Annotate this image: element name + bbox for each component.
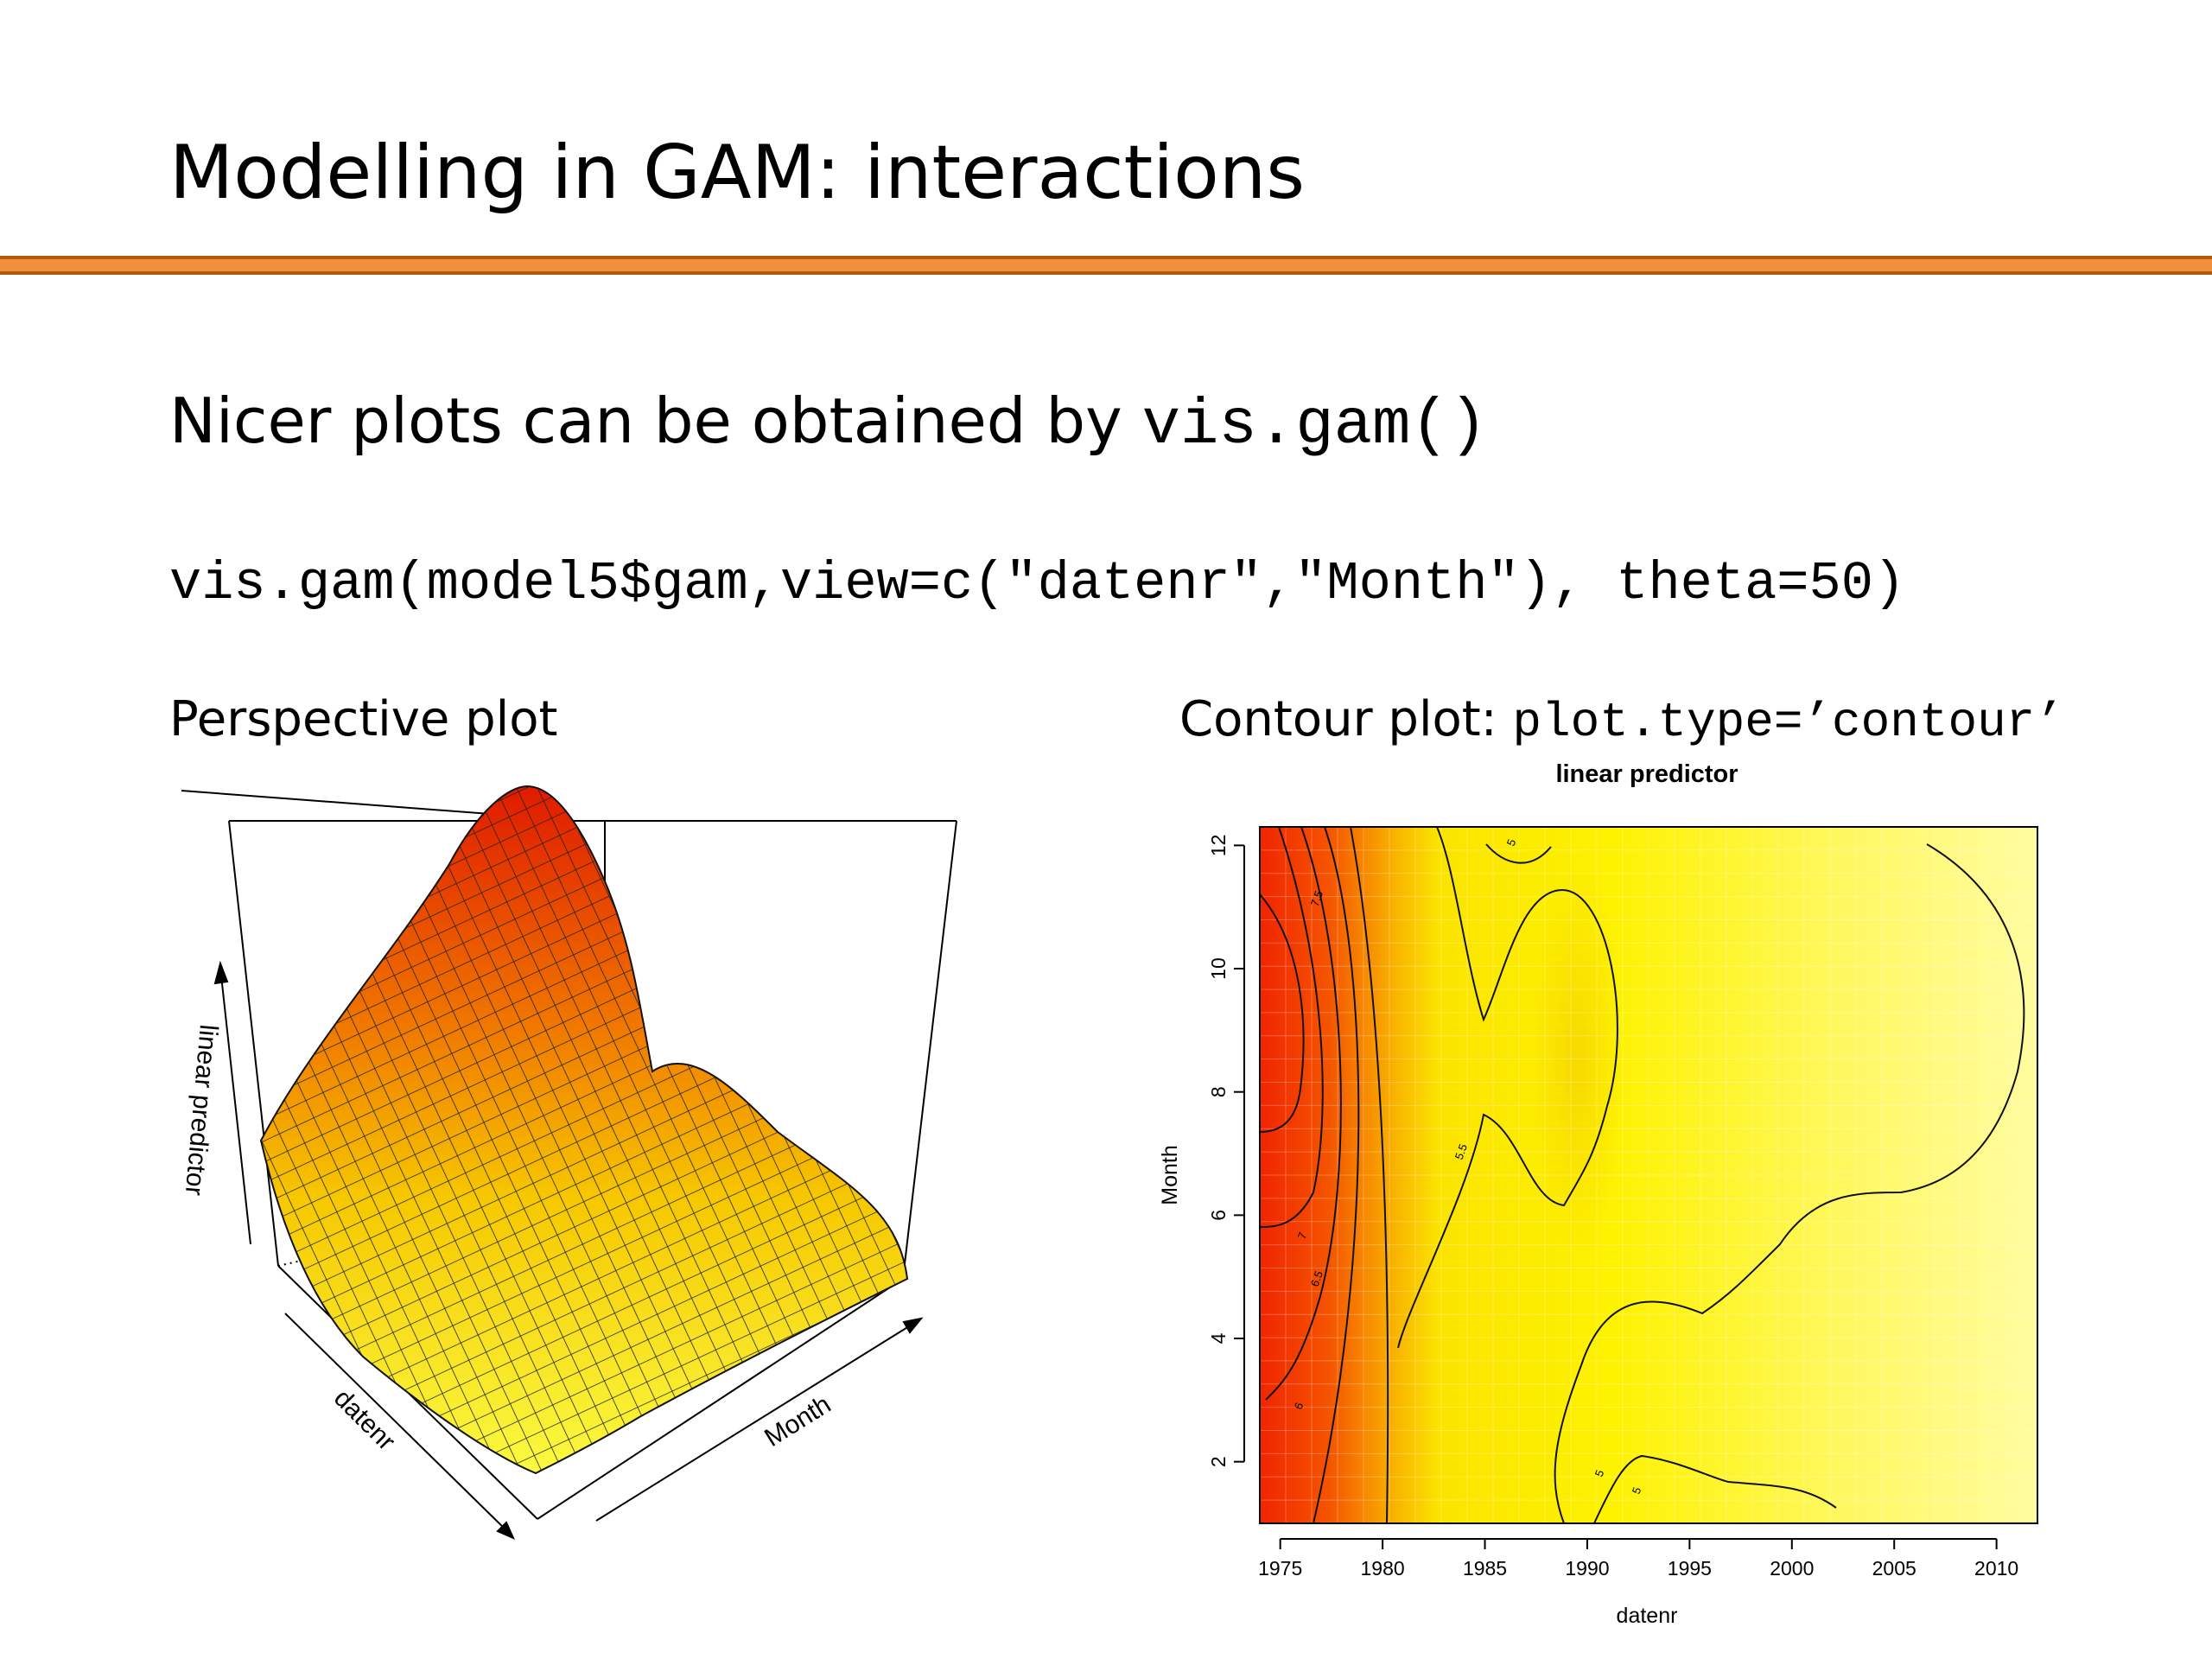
contour-line	[1350, 826, 1389, 1524]
contour-line	[1265, 826, 1342, 1401]
contour-line	[1485, 843, 1552, 864]
perspective-plot-label: Perspective plot	[169, 691, 558, 747]
contour-line	[1259, 893, 1305, 1133]
contour-line	[1593, 1454, 1837, 1524]
contour-plot: 7.5 7 6.5 6 5.5 5 5 5 1975 1980 1985 1990 1995 2000 20…	[1158, 760, 2038, 1628]
contour-label: 6	[1292, 1401, 1306, 1411]
contour-label-code: plot.type=’contour’	[1512, 695, 2064, 750]
x-tick-label: 2010	[1974, 1557, 2018, 1580]
contour-label: 7	[1295, 1230, 1310, 1241]
plot-frame	[1259, 826, 2038, 1524]
contour-label: 5	[1592, 1468, 1607, 1478]
perspective-x-label: datenr	[328, 1384, 400, 1456]
y-tick-label: 6	[1207, 1210, 1230, 1221]
contour-line	[1259, 826, 1324, 1228]
slide-title: Modelling in GAM: interactions	[169, 130, 1306, 216]
contour-label: 5	[1504, 837, 1519, 848]
contour-line	[1397, 826, 1618, 1349]
x-tick-label: 1980	[1361, 1557, 1405, 1580]
contour-label: 7.5	[1308, 889, 1325, 908]
heatmap-warm-region	[1529, 862, 1625, 1261]
y-tick-label: 2	[1207, 1456, 1230, 1467]
contour-plot-label: Contour plot: plot.type=’contour’	[1179, 691, 2064, 750]
perspective-y-label: Month	[760, 1390, 836, 1452]
x-tick-label: 1985	[1463, 1557, 1507, 1580]
subtitle-text: Nicer plots can be obtained by	[169, 385, 1142, 457]
x-tick-label: 1975	[1258, 1557, 1302, 1580]
contour-y-label: Month	[1158, 1145, 1182, 1205]
contour-label: 6.5	[1308, 1269, 1325, 1288]
x-tick-label: 1990	[1565, 1557, 1609, 1580]
y-tick-label: 12	[1207, 835, 1230, 857]
perspective-axes	[213, 960, 924, 1540]
x-tick-label: 2005	[1872, 1557, 1916, 1580]
contour-plot-area: 7.5 7 6.5 6 5.5 5 5 5 1975 1980 1985 1990 1995 2000 20…	[1207, 826, 2038, 1580]
perspective-z-label: linear predictor	[180, 1023, 223, 1197]
contour-line	[1313, 826, 1360, 1524]
contour-title: linear predictor	[1555, 760, 1738, 788]
subtitle-code: vis.gam()	[1141, 390, 1488, 462]
contour-label: 5	[1630, 1485, 1644, 1496]
x-tick-label: 1995	[1668, 1557, 1712, 1580]
slide-subtitle: Nicer plots can be obtained by vis.gam()	[169, 385, 1487, 462]
code-line: vis.gam(model5$gam,view=c("datenr","Mont…	[169, 553, 1906, 614]
contour-x-label: datenr	[1617, 1604, 1678, 1628]
contour-label: 5.5	[1452, 1142, 1470, 1161]
y-tick-label: 8	[1207, 1086, 1230, 1097]
contour-label-text: Contour plot:	[1179, 691, 1513, 747]
heatmap-field	[1260, 827, 2037, 1523]
y-tick-label: 10	[1207, 957, 1230, 980]
title-divider	[0, 256, 2212, 275]
x-tick-label: 2000	[1770, 1557, 1814, 1580]
y-tick-label: 4	[1207, 1332, 1230, 1344]
contour-line	[1554, 843, 2025, 1524]
perspective-plot: linear predictor datenr Month	[180, 785, 957, 1540]
perspective-surface	[259, 785, 909, 1475]
